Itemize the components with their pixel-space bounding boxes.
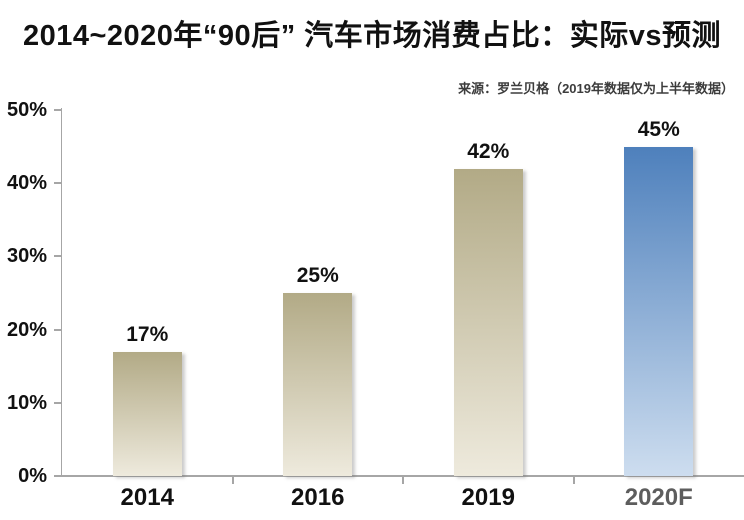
bar-2020F [624, 146, 694, 476]
x-axis-line [62, 475, 744, 477]
bar-2016 [283, 293, 353, 476]
bar-value-label: 17% [126, 322, 169, 346]
x-axis-label-2019: 2019 [461, 484, 515, 511]
y-axis-tick-label: 40% [6, 172, 47, 195]
bar-value-label: 42% [467, 139, 510, 163]
y-axis-tick [54, 401, 61, 404]
x-axis-label-2016: 2016 [291, 484, 345, 511]
y-axis-tick-label: 10% [6, 391, 47, 414]
bar-2019 [453, 168, 523, 476]
x-axis-tick [402, 477, 404, 484]
y-axis-line [60, 108, 62, 477]
y-axis-tick [54, 182, 61, 185]
y-axis-tick [54, 255, 61, 258]
x-axis-label-2014: 2014 [120, 484, 174, 511]
chart-title: 2014~2020年“90后” 汽车市场消费占比：实际vs预测 [22, 20, 722, 52]
y-axis-tick-label: 50% [6, 99, 47, 121]
bar-value-label: 45% [637, 117, 680, 141]
y-axis-tick-label: 20% [6, 318, 47, 341]
bar-value-label: 25% [296, 264, 339, 287]
x-axis-label-2020F: 2020F [624, 484, 693, 511]
x-axis-tick [231, 477, 234, 484]
y-axis-tick-label: 0% [18, 465, 47, 487]
y-axis-tick [54, 109, 61, 111]
source-note: 来源：罗兰贝格（2019年数据仅为上半年数据） [458, 81, 734, 96]
y-axis-tick [54, 328, 61, 331]
bar-2014 [112, 351, 182, 476]
y-axis-tick [54, 475, 61, 477]
x-axis-tick [572, 477, 575, 484]
y-axis-tick-label: 30% [6, 245, 47, 268]
